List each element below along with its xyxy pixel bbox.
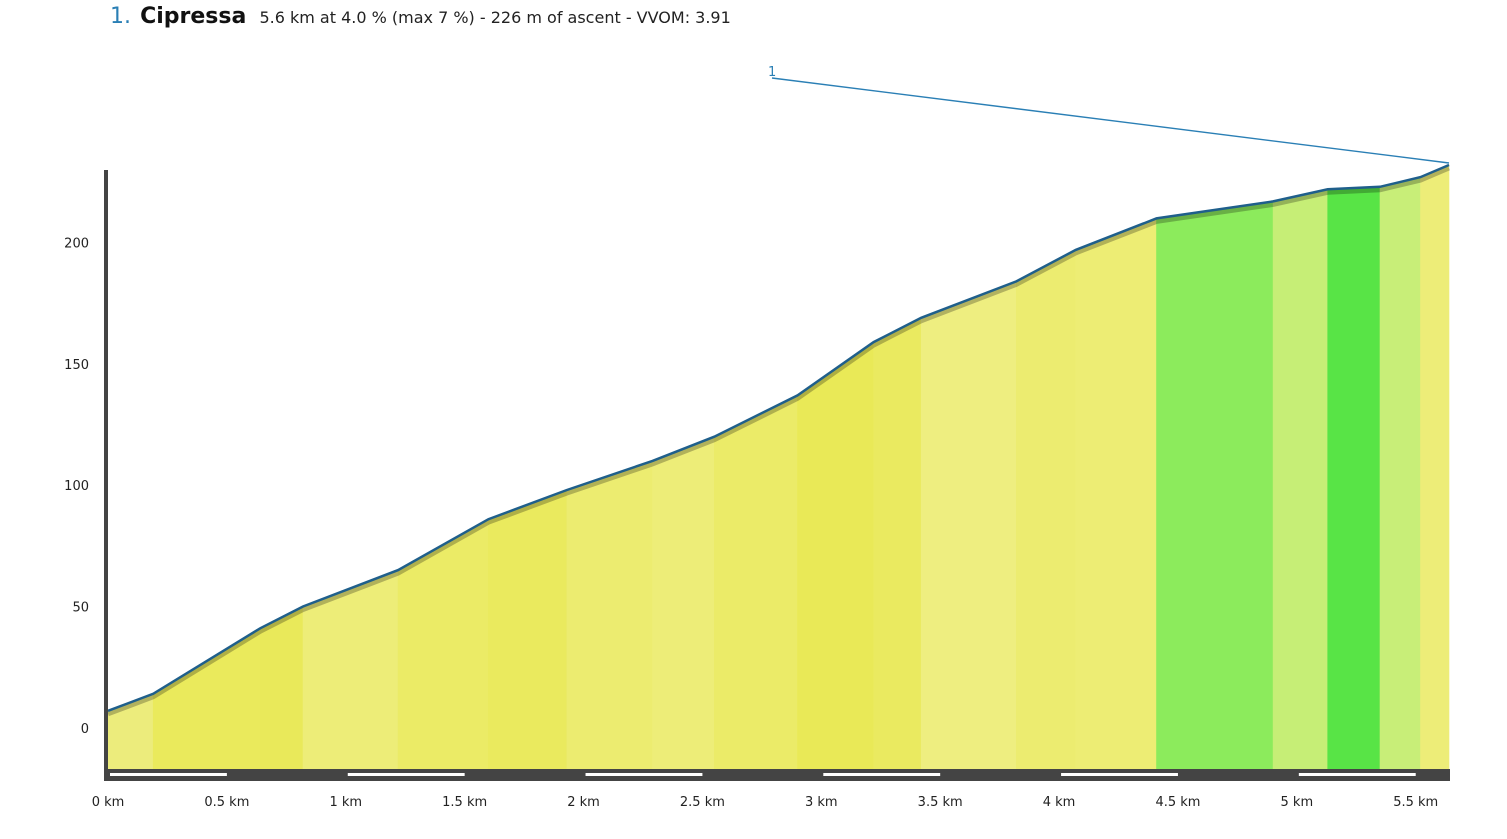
marker-label: 1 <box>768 65 776 80</box>
gradient-segment-2 <box>152 627 261 770</box>
x-tick-label: 0 km <box>92 795 125 810</box>
scale-stripe <box>347 773 465 776</box>
gradient-segment-7 <box>566 460 653 770</box>
x-tick-label: 5 km <box>1281 795 1314 810</box>
x-tick-label: 3 km <box>805 795 838 810</box>
gradient-segment-10 <box>797 341 874 770</box>
climb-stats: 5.6 km at 4.0 % (max 7 %) - 226 m of asc… <box>259 8 731 27</box>
x-axis-bar <box>104 769 1450 781</box>
scale-stripe <box>585 773 703 776</box>
profile-line <box>107 163 1450 712</box>
climb-header: 1. Cipressa 5.6 km at 4.0 % (max 7 %) - … <box>110 4 731 29</box>
scale-stripes <box>110 773 1416 776</box>
y-tick-label: 150 <box>64 358 89 373</box>
x-tick-label: 1 km <box>329 795 362 810</box>
gradient-segment-3 <box>259 606 304 770</box>
climb-name: Cipressa <box>140 4 247 29</box>
gradient-segment-9 <box>714 394 798 770</box>
marker-leader-line <box>771 77 1450 164</box>
scale-stripe <box>110 773 227 776</box>
y-axis <box>104 170 108 781</box>
x-tick-label: 4 km <box>1043 795 1076 810</box>
gradient-segment-12 <box>920 280 1017 770</box>
gradient-segment-14 <box>1075 217 1157 770</box>
gradient-segment-6 <box>488 489 568 770</box>
gradient-segment-8 <box>652 436 715 770</box>
y-tick-label: 0 <box>81 722 89 737</box>
gradient-segment-18 <box>1379 176 1421 770</box>
profile-shadow <box>107 165 1450 717</box>
y-tick-label: 200 <box>64 237 89 252</box>
gradient-segments <box>107 164 1450 770</box>
x-tick-label: 0.5 km <box>204 795 249 810</box>
gradient-segment-19 <box>1420 164 1450 770</box>
x-tick-label: 3.5 km <box>918 795 963 810</box>
x-tick-label: 4.5 km <box>1155 795 1200 810</box>
y-axis-ticks: 0 50 100 150 200 <box>64 237 89 737</box>
scale-stripe <box>1061 773 1178 776</box>
gradient-segment-5 <box>397 518 489 770</box>
gradient-segment-17 <box>1327 186 1381 770</box>
gradient-segment-15 <box>1156 201 1274 770</box>
x-tick-label: 5.5 km <box>1393 795 1438 810</box>
x-tick-label: 2.5 km <box>680 795 725 810</box>
gradient-segment-11 <box>873 317 922 770</box>
gradient-segment-16 <box>1272 188 1328 770</box>
gradient-segment-13 <box>1016 249 1076 770</box>
climb-number: 1. <box>110 4 131 29</box>
x-axis-ticks: 0 km 0.5 km 1 km 1.5 km 2 km 2.5 km 3 km 3.5 km… <box>92 795 1439 810</box>
scale-stripe <box>823 773 941 776</box>
x-tick-label: 2 km <box>567 795 600 810</box>
summit-markers: 1 <box>768 65 1450 164</box>
y-tick-label: 50 <box>72 600 89 615</box>
y-tick-label: 100 <box>64 479 89 494</box>
scale-stripe <box>1298 773 1416 776</box>
x-tick-label: 1.5 km <box>442 795 487 810</box>
